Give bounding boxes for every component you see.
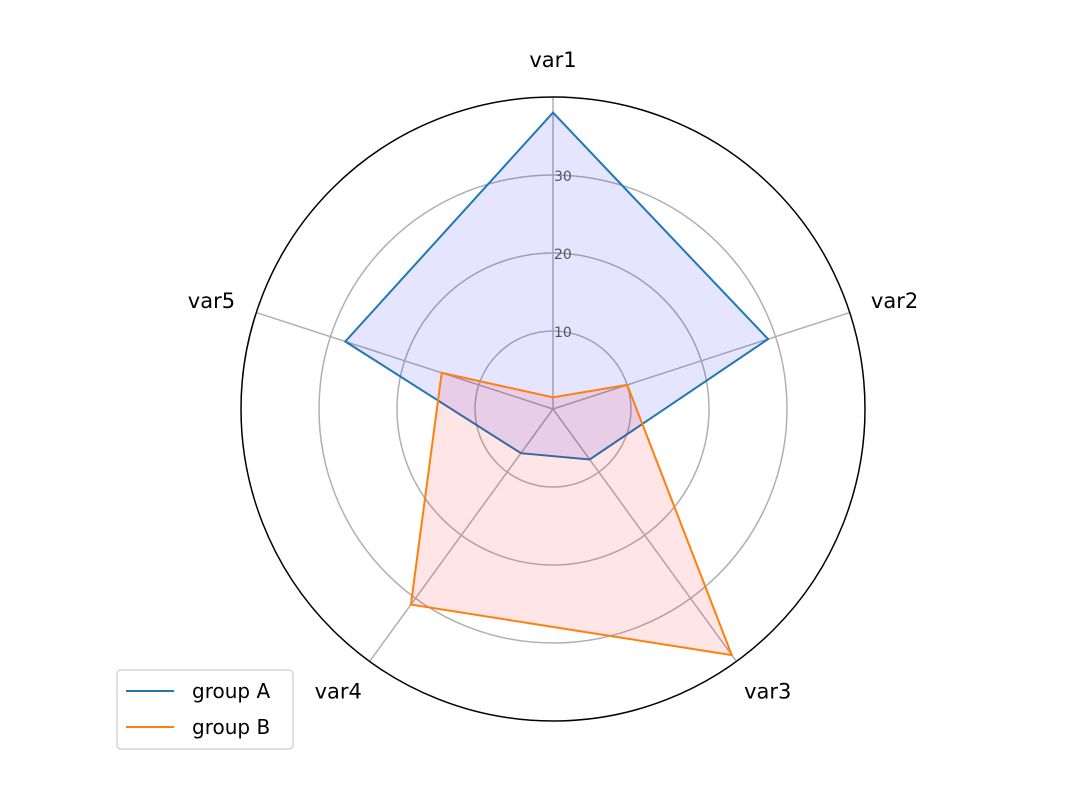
r-tick-label-10: 10	[554, 325, 572, 341]
legend-label-group-b: group B	[192, 715, 270, 739]
spoke-var5	[256, 311, 554, 410]
spoke-var4	[369, 408, 554, 662]
legend: group A group B	[116, 669, 294, 750]
spoke-var3	[552, 408, 737, 662]
polar-frame	[240, 96, 866, 722]
axis-label-var1: var1	[529, 48, 576, 72]
axis-label-var5: var5	[188, 289, 235, 313]
label-layer: 10 20 30 var1 var2 var3 var4 var5	[188, 48, 918, 703]
r-tick-label-20: 20	[554, 247, 572, 263]
legend-frame	[116, 669, 294, 750]
axis-label-var3: var3	[744, 679, 791, 703]
series-line-group-a	[343, 111, 770, 461]
spoke-var2	[552, 311, 850, 410]
grid-layer	[240, 96, 866, 722]
series-fill-group-b	[410, 372, 732, 656]
legend-label-group-a: group A	[192, 679, 270, 703]
axis-label-var4: var4	[315, 679, 362, 703]
r-tick-label-30: 30	[554, 169, 572, 185]
series-fill-group-a	[345, 112, 769, 460]
axis-label-var2: var2	[871, 289, 918, 313]
series-line-group-b	[409, 371, 734, 657]
series-layer	[343, 111, 770, 657]
